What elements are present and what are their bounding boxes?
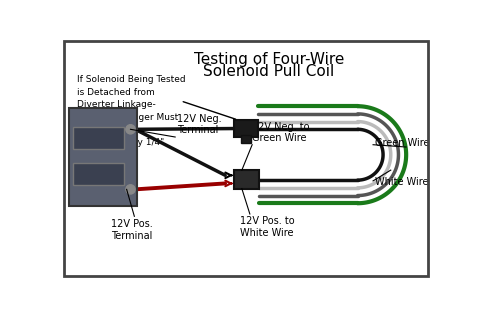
Text: Solenoid Pull Coil: Solenoid Pull Coil xyxy=(204,64,335,79)
Bar xyxy=(234,120,258,137)
Bar xyxy=(73,163,123,185)
Text: Testing of Four-Wire: Testing of Four-Wire xyxy=(194,52,344,67)
Text: 12V Pos. to
White Wire: 12V Pos. to White Wire xyxy=(240,216,294,238)
Bar xyxy=(73,127,123,149)
Bar xyxy=(234,170,259,189)
Text: 12V Neg.
Terminal: 12V Neg. Terminal xyxy=(177,114,221,135)
Circle shape xyxy=(126,125,135,134)
Text: If Solenoid Being Tested
is Detached from
Diverter Linkage-
Solenoid Plunger Mus: If Solenoid Being Tested is Detached fro… xyxy=(77,75,185,147)
Text: 12V Pos.
Terminal: 12V Pos. Terminal xyxy=(111,219,153,241)
Bar xyxy=(240,135,252,143)
Text: White Wire: White Wire xyxy=(374,177,428,187)
Text: 12V Neg. to
Green Wire: 12V Neg. to Green Wire xyxy=(252,122,310,143)
Bar xyxy=(69,108,137,206)
Circle shape xyxy=(126,185,135,194)
Text: Green Wire: Green Wire xyxy=(374,138,429,148)
